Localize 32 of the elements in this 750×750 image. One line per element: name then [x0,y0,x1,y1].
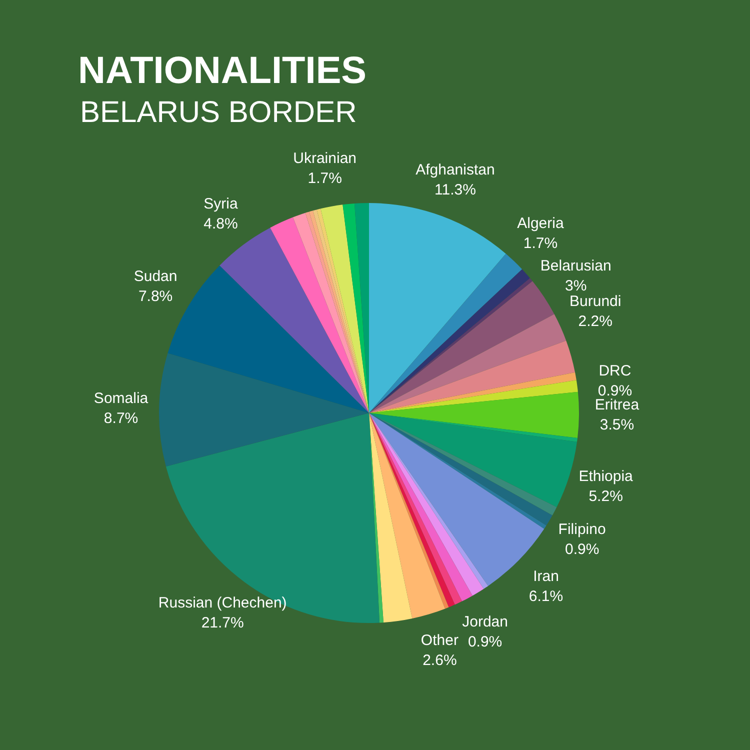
data-label: 21.7% [201,614,244,632]
data-label: 11.3% [434,182,476,199]
slice-label: Somalia [94,390,149,408]
slice-label: DRC [598,362,632,380]
chart-title: NATIONALITIES [78,50,367,93]
data-label: 7.8% [138,288,173,305]
slice-label: Ukrainian [293,150,357,168]
data-label: 6.1% [528,588,564,605]
data-label: 3.5% [600,416,634,434]
slice-label: Afghanistan [416,162,495,179]
data-label: 0.9% [564,541,600,558]
data-label: 8.7% [104,410,138,428]
data-label: 0.9% [468,633,502,650]
slice-label: Syria [204,195,238,212]
slice-label: Other [420,632,458,649]
slice-label: Filipino [558,521,606,538]
data-label: 1.7% [308,170,342,188]
slice-label: Russian (Chechen) [158,594,287,612]
slice-label: Burundi [569,292,622,310]
data-label: 2.2% [578,312,612,330]
slice-label: Sudan [134,268,178,285]
data-label: 1.7% [523,234,558,252]
data-label: 4.8% [204,215,238,232]
slice-label: Belarusian [540,257,612,274]
data-label: 5.2% [588,488,623,505]
slice-label: Ethiopia [578,468,634,485]
data-label: 3% [565,277,587,294]
slice-label: Jordan [462,613,508,630]
chart-subtitle: BELARUS BORDER [80,96,357,130]
slice-label: Algeria [517,214,564,232]
data-label: 2.6% [422,652,457,669]
slice-label: Iran [533,568,559,585]
